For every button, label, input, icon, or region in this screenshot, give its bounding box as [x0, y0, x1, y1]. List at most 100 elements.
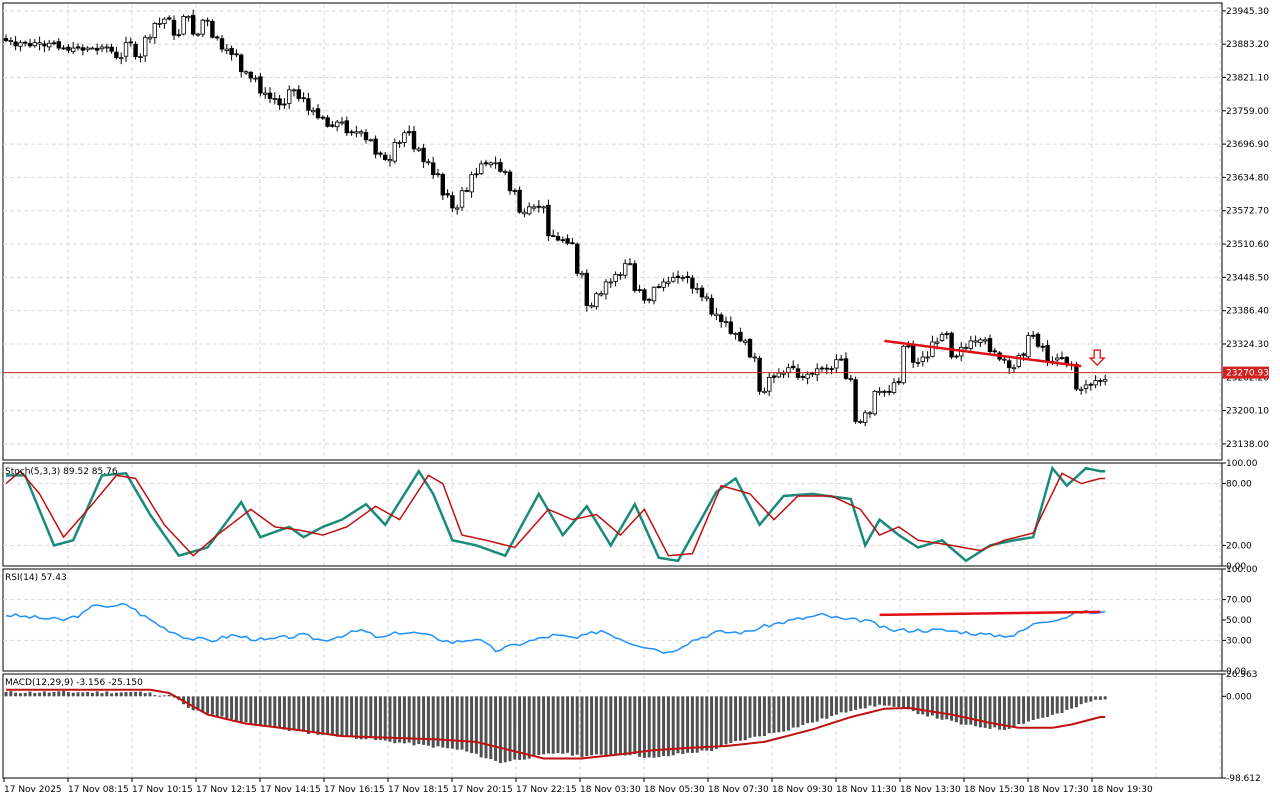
candle[interactable] — [262, 87, 268, 99]
candle[interactable] — [757, 355, 762, 395]
candle[interactable] — [1064, 356, 1069, 368]
candle[interactable] — [728, 316, 733, 335]
candle[interactable] — [944, 330, 949, 340]
candle[interactable] — [843, 352, 849, 381]
candle[interactable] — [699, 285, 705, 302]
candle[interactable] — [90, 46, 95, 50]
candle[interactable] — [147, 34, 153, 44]
candle[interactable] — [56, 38, 61, 51]
candle[interactable] — [613, 271, 618, 287]
candle[interactable] — [795, 364, 801, 381]
candle[interactable] — [915, 357, 921, 368]
candle[interactable] — [402, 130, 407, 147]
candle[interactable] — [238, 53, 244, 78]
candle[interactable] — [834, 354, 839, 374]
candle[interactable] — [267, 87, 273, 104]
candle[interactable] — [776, 368, 781, 379]
candle[interactable] — [1098, 378, 1103, 387]
candle[interactable] — [128, 37, 133, 47]
candle[interactable] — [382, 151, 388, 161]
candle[interactable] — [363, 129, 369, 144]
candle[interactable] — [1040, 342, 1045, 352]
candle[interactable] — [541, 205, 546, 214]
candle[interactable] — [1103, 374, 1108, 386]
candle[interactable] — [1035, 332, 1041, 349]
candle[interactable] — [109, 43, 114, 54]
candle[interactable] — [186, 15, 191, 22]
candle[interactable] — [507, 169, 513, 195]
candle[interactable] — [133, 41, 138, 60]
candle[interactable] — [258, 72, 263, 97]
candle[interactable] — [651, 286, 657, 305]
candle[interactable] — [536, 200, 541, 213]
candle[interactable] — [85, 46, 90, 52]
candle[interactable] — [767, 372, 772, 396]
candle[interactable] — [863, 410, 868, 427]
candle[interactable] — [891, 378, 897, 395]
candle[interactable] — [762, 387, 767, 394]
candle[interactable] — [224, 43, 229, 55]
candle[interactable] — [71, 42, 76, 54]
candle[interactable] — [152, 21, 157, 44]
candle[interactable] — [896, 377, 901, 386]
candle[interactable] — [680, 274, 685, 282]
candle[interactable] — [839, 354, 844, 362]
candle[interactable] — [123, 36, 129, 62]
candle[interactable] — [325, 114, 330, 128]
candle[interactable] — [469, 171, 474, 198]
candle[interactable] — [502, 169, 508, 176]
candle[interactable] — [32, 39, 37, 48]
candle[interactable] — [104, 43, 109, 53]
candle[interactable] — [47, 39, 52, 51]
candle[interactable] — [786, 363, 791, 378]
candle[interactable] — [671, 272, 676, 283]
candle[interactable] — [354, 125, 359, 138]
candle[interactable] — [378, 151, 383, 158]
candle[interactable] — [1093, 375, 1098, 389]
candle[interactable] — [301, 92, 306, 103]
candle[interactable] — [339, 117, 345, 126]
candle[interactable] — [181, 14, 186, 36]
candle[interactable] — [373, 135, 378, 159]
candle[interactable] — [253, 74, 258, 83]
candle[interactable] — [1088, 382, 1093, 391]
candle[interactable] — [61, 45, 66, 50]
candle[interactable] — [704, 293, 709, 302]
candle[interactable] — [1083, 379, 1089, 394]
candle[interactable] — [608, 278, 613, 288]
candle[interactable] — [483, 159, 489, 167]
candle[interactable] — [800, 373, 805, 381]
candle[interactable] — [282, 98, 287, 109]
candle[interactable] — [296, 85, 301, 102]
candle[interactable] — [219, 34, 225, 53]
candle[interactable] — [733, 332, 738, 340]
candle[interactable] — [334, 120, 340, 132]
candle[interactable] — [234, 49, 239, 58]
candle[interactable] — [176, 28, 181, 38]
candle[interactable] — [978, 337, 983, 347]
candle[interactable] — [589, 302, 594, 309]
candle[interactable] — [243, 70, 249, 76]
candle[interactable] — [512, 188, 517, 195]
candle[interactable] — [320, 115, 325, 120]
candle[interactable] — [848, 375, 853, 382]
candle[interactable] — [397, 140, 402, 148]
sell-arrow-icon[interactable] — [1088, 349, 1106, 367]
candle[interactable] — [426, 158, 431, 166]
candle[interactable] — [637, 284, 642, 293]
candle[interactable] — [214, 35, 220, 41]
candle[interactable] — [599, 290, 604, 297]
candle[interactable] — [618, 271, 623, 280]
candle[interactable] — [973, 335, 978, 347]
candle[interactable] — [315, 104, 321, 120]
candle[interactable] — [190, 9, 196, 36]
candle[interactable] — [498, 158, 503, 173]
candle[interactable] — [1079, 386, 1084, 395]
candle[interactable] — [459, 186, 465, 212]
candle[interactable] — [421, 143, 426, 169]
candle[interactable] — [42, 40, 47, 53]
candle[interactable] — [853, 376, 858, 424]
candle[interactable] — [555, 232, 561, 242]
